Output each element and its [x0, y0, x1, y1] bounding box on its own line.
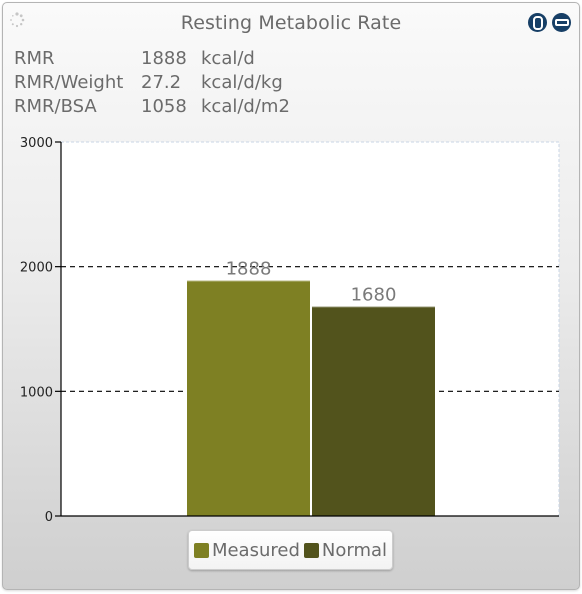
- stat-label: RMR: [14, 48, 55, 69]
- legend-label-measured: Measured: [211, 539, 300, 561]
- stat-unit: kcal/d/kg: [201, 72, 283, 93]
- y-tick-label: 3000: [20, 136, 53, 151]
- stat-value: 1888: [141, 48, 187, 69]
- legend-label-normal: Normal: [321, 539, 388, 561]
- y-tick-label: 2000: [20, 261, 53, 276]
- stat-value: 1058: [141, 96, 187, 117]
- legend-item-normal[interactable]: Normal: [303, 539, 388, 561]
- legend-item-measured[interactable]: Measured: [193, 539, 300, 561]
- stat-value: 27.2: [141, 72, 182, 93]
- bar-normal: [312, 306, 435, 516]
- y-tick-label: 0: [45, 510, 53, 525]
- y-tick-label: 1000: [20, 385, 53, 400]
- maximize-icon[interactable]: [528, 13, 547, 32]
- refresh-spinner-icon[interactable]: [9, 12, 25, 28]
- stat-unit: kcal/d: [201, 48, 255, 69]
- data-label-normal: 1680: [351, 285, 397, 306]
- stat-unit: kcal/d/m2: [201, 96, 290, 117]
- data-label-measured: 1888: [226, 259, 272, 280]
- stat-label: RMR/Weight: [14, 72, 124, 93]
- panel-title: Resting Metabolic Rate: [180, 12, 402, 34]
- minimize-icon[interactable]: [552, 13, 571, 32]
- legend-swatch-measured: [193, 542, 209, 558]
- stat-label: RMR/BSA: [14, 96, 97, 117]
- bar-measured: [187, 280, 310, 516]
- chart-legend: Measured Normal: [188, 530, 393, 570]
- legend-swatch-normal: [303, 542, 319, 558]
